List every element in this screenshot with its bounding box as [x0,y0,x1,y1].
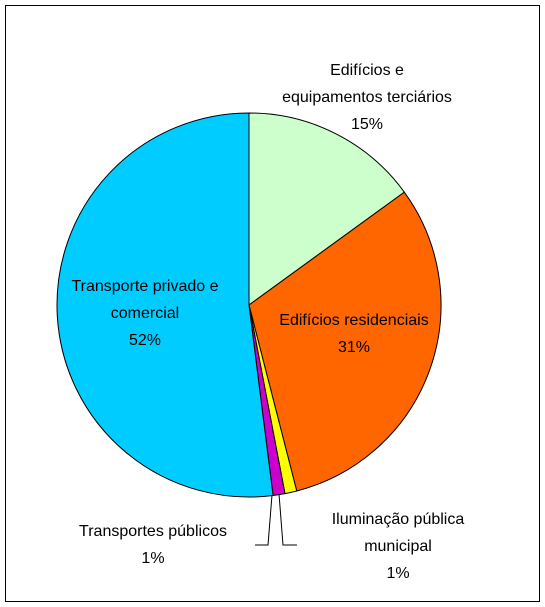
category-label: Edifícios residenciais [279,312,429,329]
pie-slice [248,112,406,306]
slice-label: Edifícios residenciais 31% [279,307,428,361]
value-label: 31% [337,339,371,356]
slice-label: Iluminação pública municipal 1% [332,506,465,587]
category-label: Iluminação pública municipal [331,511,465,555]
slice-label: Transporte privado e comercial 52% [71,273,218,354]
value-label: 1% [386,565,410,582]
slice-label: Transportes públicos 1% [79,518,227,572]
pie-slice [248,191,442,492]
category-label: Transportes públicos [79,523,227,540]
value-label: 1% [141,550,165,567]
slice-label: Edifícios e equipamentos terciários 15% [282,57,452,138]
leader-line [255,494,273,546]
value-label: 52% [128,332,162,349]
value-label: 15% [350,116,384,133]
leader-line [278,493,297,546]
category-label: Transporte privado e comercial [71,278,219,322]
pie-slice [56,112,274,498]
category-label: Edifícios e equipamentos terciários [282,62,452,106]
